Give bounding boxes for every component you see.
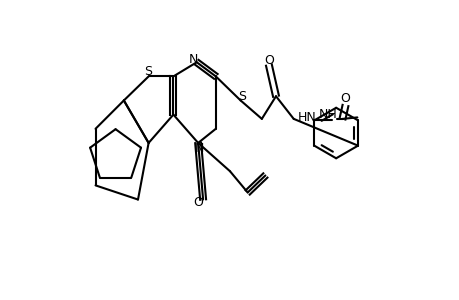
Text: O: O [193,196,203,209]
Text: S: S [238,89,246,103]
Text: N: N [195,142,204,155]
Text: N: N [189,53,198,66]
Text: NH: NH [318,108,336,121]
Text: O: O [340,92,350,105]
Text: HN: HN [297,111,316,124]
Text: O: O [263,54,273,67]
Text: S: S [144,65,152,78]
